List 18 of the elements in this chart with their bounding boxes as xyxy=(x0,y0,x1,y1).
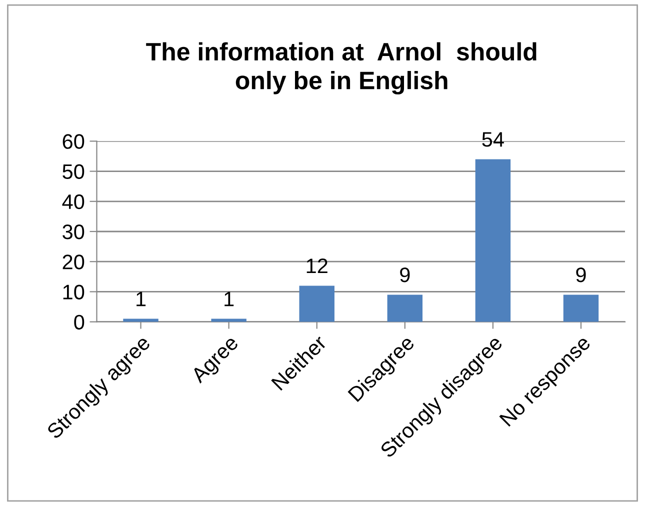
y-tick-label: 30 xyxy=(62,224,84,240)
y-tick-label: 50 xyxy=(62,164,84,180)
data-label: 9 xyxy=(400,268,410,282)
y-tick-label: 60 xyxy=(62,134,84,149)
data-label: 12 xyxy=(306,258,328,274)
bar xyxy=(475,159,511,322)
data-label: 1 xyxy=(224,292,234,306)
y-tick-label: 0 xyxy=(74,314,84,330)
data-label: 54 xyxy=(482,132,504,147)
data-label: 1 xyxy=(136,292,146,306)
bar xyxy=(563,294,599,322)
bar xyxy=(299,286,334,322)
chart-title: The information at Arnol should only be in English xyxy=(146,42,536,94)
data-label: 9 xyxy=(576,268,586,282)
y-tick-label: 40 xyxy=(62,194,84,210)
y-tick-label: 10 xyxy=(63,284,84,300)
bar xyxy=(387,294,423,322)
y-tick-label: 20 xyxy=(62,254,84,270)
